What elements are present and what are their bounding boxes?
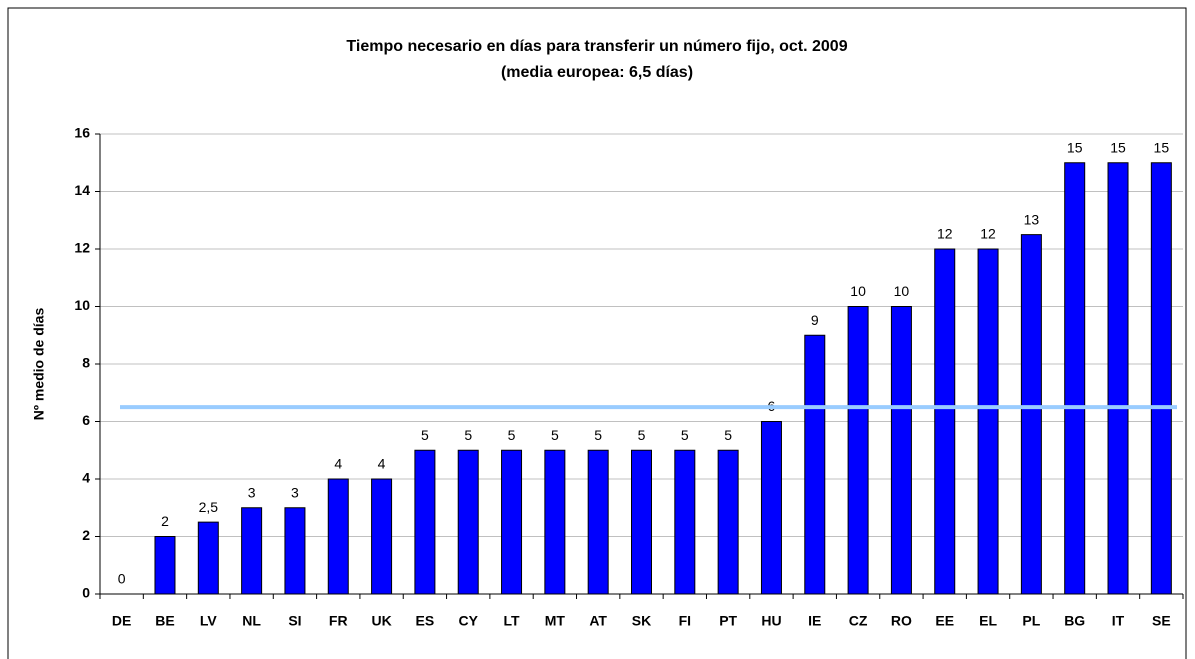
x-tick-label: RO (891, 613, 912, 629)
data-label: 5 (421, 427, 429, 443)
x-tick-label: BG (1064, 613, 1085, 629)
y-tick-label: 16 (74, 125, 90, 141)
data-label: 10 (894, 283, 910, 299)
x-tick-label: CY (458, 613, 478, 629)
x-tick-label: AT (589, 613, 607, 629)
x-tick-label: LV (200, 613, 218, 629)
x-tick-label: ES (416, 613, 435, 629)
data-label: 13 (1024, 211, 1040, 227)
data-label: 5 (638, 427, 646, 443)
x-tick-label: MT (545, 613, 566, 629)
x-tick-label: EL (979, 613, 997, 629)
x-tick-label: DE (112, 613, 131, 629)
x-tick-label: FI (679, 613, 691, 629)
bar (1150, 162, 1172, 595)
bar (804, 334, 826, 595)
x-tick-label: IT (1112, 613, 1125, 629)
y-tick-label: 6 (82, 412, 90, 428)
bar (1107, 162, 1129, 595)
bar (457, 449, 479, 595)
bar (284, 507, 306, 595)
bar (717, 449, 739, 595)
x-tick-label: PL (1022, 613, 1040, 629)
bar (197, 521, 219, 595)
data-label: 15 (1110, 139, 1126, 155)
x-tick-label: SE (1152, 613, 1171, 629)
y-axis-label: Nº medio de días (31, 308, 47, 421)
data-label: 5 (551, 427, 559, 443)
x-tick-label: BE (155, 613, 174, 629)
chart-subtitle: (media europea: 6,5 días) (501, 64, 693, 81)
x-tick-label: HU (761, 613, 781, 629)
bar (760, 421, 782, 595)
y-tick-label: 0 (82, 585, 90, 601)
x-tick-label: FR (329, 613, 348, 629)
y-tick-label: 14 (74, 182, 90, 198)
y-tick-label: 8 (82, 355, 90, 371)
data-label: 4 (334, 456, 342, 472)
data-label: 0 (118, 571, 126, 587)
bar (241, 507, 263, 595)
data-label: 9 (811, 312, 819, 328)
x-tick-label: CZ (849, 613, 868, 629)
x-tick-label: UK (371, 613, 391, 629)
data-label: 5 (508, 427, 516, 443)
bar (631, 449, 652, 595)
data-label: 15 (1154, 139, 1170, 155)
y-tick-label: 4 (82, 470, 90, 486)
data-label: 5 (464, 427, 472, 443)
bar (501, 449, 523, 595)
x-tick-label: NL (242, 613, 261, 629)
data-label: 2,5 (199, 499, 219, 515)
chart-frame (7, 7, 1187, 659)
bar (977, 248, 999, 595)
data-label: 5 (681, 427, 689, 443)
x-tick-label: SK (632, 613, 651, 629)
bar (847, 306, 869, 595)
bar (890, 306, 912, 595)
x-tick-label: PT (719, 613, 737, 629)
bar (371, 478, 393, 595)
data-label: 3 (248, 484, 256, 500)
x-tick-label: LT (504, 613, 521, 629)
bar (327, 478, 349, 595)
y-tick-label: 10 (74, 297, 90, 313)
bar (934, 248, 956, 595)
y-tick-label: 12 (74, 240, 90, 256)
data-label: 3 (291, 484, 299, 500)
bar (1064, 162, 1086, 595)
data-label: 10 (850, 283, 866, 299)
x-tick-label: SI (288, 613, 301, 629)
data-label: 12 (980, 226, 996, 242)
y-tick-label: 2 (82, 527, 90, 543)
x-tick-label: EE (935, 613, 954, 629)
bar (414, 449, 436, 595)
data-label: 5 (594, 427, 602, 443)
bar (154, 536, 176, 595)
bar (544, 449, 566, 595)
bar (1020, 234, 1042, 595)
x-tick-label: IE (808, 613, 821, 629)
data-label: 2 (161, 513, 169, 529)
data-label: 5 (724, 427, 732, 443)
data-label: 15 (1067, 139, 1083, 155)
bar (674, 449, 696, 595)
data-label: 12 (937, 226, 953, 242)
data-label: 4 (378, 456, 386, 472)
bar (587, 449, 609, 595)
chart-title: Tiempo necesario en días para transferir… (346, 38, 847, 55)
